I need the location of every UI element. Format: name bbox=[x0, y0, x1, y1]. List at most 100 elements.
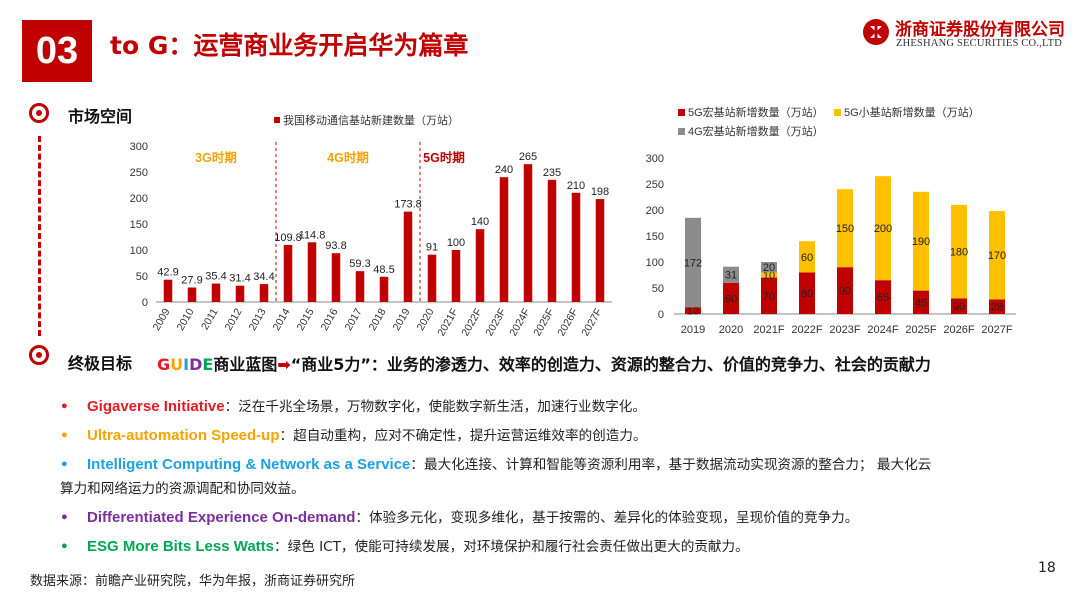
bullet-keyword: ESG More Bits Less Watts bbox=[87, 538, 274, 555]
bullet-item: • Gigaverse Initiative：泛在千兆全场景，万物数字化，使能数字… bbox=[60, 395, 1045, 419]
guide-letter-i: I bbox=[183, 355, 190, 374]
bar-value-label: 93.8 bbox=[325, 240, 346, 252]
x-tick-label: 2024F bbox=[507, 307, 532, 339]
section-number-box: 03 bbox=[22, 20, 92, 82]
x-tick-label: 2020 bbox=[415, 306, 437, 332]
segment-value-label: 172 bbox=[684, 258, 702, 270]
stacked-bar-segment bbox=[951, 298, 967, 314]
bullet-keyword: Intelligent Computing & Network as a Ser… bbox=[87, 456, 411, 473]
legend-swatch bbox=[678, 128, 685, 135]
guide-letter-u: U bbox=[170, 355, 184, 374]
x-tick-label: 2021F bbox=[753, 324, 784, 336]
bullet-text-continuation: 算力和网络运力的资源调配和协同效益。 bbox=[60, 481, 305, 497]
segment-value-label: 70 bbox=[763, 291, 775, 303]
bar-value-label: 48.5 bbox=[373, 264, 394, 276]
x-tick-label: 2015 bbox=[295, 306, 317, 332]
stacked-bar-segment bbox=[685, 307, 701, 314]
segment-value-label: 45 bbox=[915, 297, 927, 309]
bar-value-label: 31.4 bbox=[229, 273, 250, 285]
stacked-bar-segment bbox=[799, 241, 815, 273]
x-tick-label: 2027F bbox=[579, 307, 604, 339]
y-tick-label: 250 bbox=[646, 179, 664, 191]
bar-value-label: 235 bbox=[543, 167, 561, 179]
bullet-text: ：绿色 ICT，使能可持续发展，对环境保护和履行社会责任做出更大的贡献力。 bbox=[274, 539, 749, 555]
x-tick-label: 2020 bbox=[719, 324, 743, 336]
stacked-bar-segment bbox=[761, 272, 777, 278]
guide-letter-e: E bbox=[202, 355, 214, 374]
stacked-bar-segment bbox=[761, 262, 777, 273]
stacked-bar-segment bbox=[837, 189, 853, 268]
period-label: 3G时期 bbox=[195, 150, 237, 165]
segment-value-label: 60 bbox=[725, 293, 737, 305]
segment-value-label: 80 bbox=[801, 288, 813, 300]
guide-letter-d: D bbox=[189, 355, 203, 374]
bar-value-label: 27.9 bbox=[181, 274, 202, 286]
bar bbox=[547, 179, 557, 302]
page-title: to G：运营商业务开启华为篇章 bbox=[110, 31, 469, 60]
y-tick-label: 150 bbox=[130, 219, 148, 231]
bullet-dot-icon: • bbox=[60, 457, 69, 473]
x-tick-label: 2026F bbox=[555, 307, 580, 339]
x-tick-label: 2019 bbox=[391, 306, 413, 332]
bar-value-label: 173.8 bbox=[394, 199, 422, 211]
stacked-bar-segment bbox=[989, 211, 1005, 300]
segment-value-label: 31 bbox=[725, 270, 737, 282]
legend-swatch bbox=[678, 109, 685, 116]
dashed-connector-line bbox=[38, 136, 41, 336]
bar bbox=[331, 253, 341, 302]
segment-value-label: 180 bbox=[950, 247, 968, 259]
bar-value-label: 210 bbox=[567, 180, 585, 192]
guide-suffix: 商业蓝图 bbox=[213, 355, 278, 374]
x-tick-label: 2016 bbox=[319, 306, 341, 332]
bar bbox=[523, 164, 533, 302]
x-tick-label: 2026F bbox=[943, 324, 974, 336]
segment-value-label: 20 bbox=[763, 262, 775, 274]
x-tick-label: 2011 bbox=[199, 306, 221, 332]
stacked-bar-segment bbox=[723, 282, 739, 314]
x-tick-label: 2025F bbox=[531, 307, 556, 339]
bar bbox=[163, 279, 173, 302]
bar bbox=[283, 244, 293, 302]
bar bbox=[379, 276, 389, 302]
segment-value-label: 60 bbox=[801, 252, 813, 264]
x-tick-label: 2022F bbox=[791, 324, 822, 336]
period-label: 5G时期 bbox=[423, 150, 465, 165]
bullet-item: • Differentiated Experience On-demand：体验多… bbox=[60, 506, 1045, 530]
y-tick-label: 100 bbox=[646, 257, 664, 269]
bar bbox=[187, 287, 197, 302]
segment-value-label: 190 bbox=[912, 236, 930, 248]
stacked-bar-segment bbox=[875, 280, 891, 314]
bullet-item: • ESG More Bits Less Watts：绿色 ICT，使能可持续发展… bbox=[60, 535, 1045, 559]
x-tick-label: 2012 bbox=[223, 306, 245, 332]
bullet-keyword: Gigaverse Initiative bbox=[87, 398, 225, 415]
guide-acronym: GUIDE bbox=[157, 355, 213, 374]
bar bbox=[235, 285, 245, 302]
bar-value-label: 109.8 bbox=[274, 232, 302, 244]
x-tick-label: 2025F bbox=[905, 324, 936, 336]
bullet-text: ：最大化连接、计算和智能等资源利用率，基于数据流动实现资源的整合力； 最大化云 bbox=[410, 457, 932, 473]
page-number: 18 bbox=[1038, 560, 1056, 576]
segment-value-label: 90 bbox=[839, 286, 851, 298]
segment-value-label: 28 bbox=[991, 302, 1003, 314]
bar bbox=[211, 283, 221, 302]
bar bbox=[595, 199, 605, 302]
guide-letter-g: G bbox=[157, 355, 171, 374]
x-tick-label: 2024F bbox=[867, 324, 898, 336]
y-tick-label: 0 bbox=[142, 297, 148, 309]
x-tick-label: 2018 bbox=[367, 306, 389, 332]
bar bbox=[475, 229, 485, 302]
x-tick-label: 2027F bbox=[981, 324, 1012, 336]
x-tick-label: 2014 bbox=[271, 306, 293, 332]
bar bbox=[307, 242, 317, 302]
segment-value-label: 200 bbox=[874, 223, 892, 235]
y-tick-label: 150 bbox=[646, 231, 664, 243]
y-tick-label: 200 bbox=[130, 193, 148, 205]
stacked-bar-segment bbox=[837, 267, 853, 314]
logo-company-name-cn: 浙商证券股份有限公司 bbox=[895, 20, 1065, 40]
y-tick-label: 250 bbox=[130, 167, 148, 179]
y-tick-label: 0 bbox=[658, 309, 664, 321]
x-tick-label: 2013 bbox=[247, 306, 269, 332]
bullet-keyword: Differentiated Experience On-demand bbox=[87, 509, 356, 526]
x-tick-label: 2023F bbox=[829, 324, 860, 336]
bullet-dot-icon: • bbox=[60, 510, 69, 526]
